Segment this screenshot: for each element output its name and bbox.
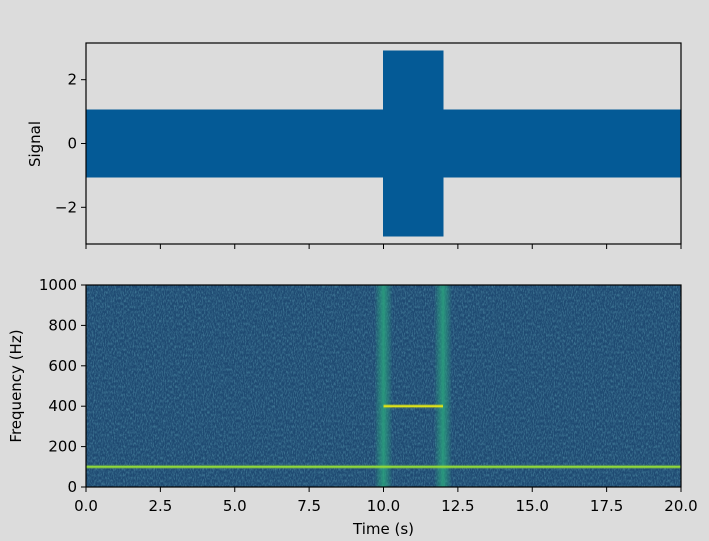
signal-y-tick-label: −2 — [55, 198, 77, 216]
spectrogram-y-tick-label: 200 — [48, 438, 77, 456]
spectrogram-x-tick-label: 15.0 — [516, 497, 549, 515]
spectrogram-y-tick-label: 1000 — [39, 276, 77, 294]
spectrogram-x-tick-label: 2.5 — [148, 497, 172, 515]
spectrogram-x-ticks: 0.0 2.5 5.0 7.5 10.0 12.5 15.0 17.5 20.0 — [74, 487, 698, 515]
signal-x-ticks — [85, 244, 682, 249]
signal-y-tick-label: 2 — [67, 71, 77, 89]
spectrogram-y-tick-label: 600 — [48, 357, 77, 375]
spectrogram-y-ticks: 0 200 400 600 800 1000 — [39, 276, 86, 496]
spectrogram-y-tick-label: 800 — [48, 316, 77, 334]
signal-y-tick-label: 0 — [67, 135, 77, 153]
spectrogram-panel: 0.0 2.5 5.0 7.5 10.0 12.5 15.0 17.5 20.0 0 200 400… — [7, 276, 698, 538]
spectrogram-x-tick-label: 17.5 — [590, 497, 623, 515]
signal-waveform — [86, 50, 681, 237]
signal-y-ticks: 2 0 −2 — [55, 71, 86, 216]
transient-band — [434, 285, 452, 487]
signal-panel: 2 0 −2 Signal — [26, 42, 682, 249]
spectrogram-y-axis-label: Frequency (Hz) — [7, 329, 25, 442]
spectrogram-y-tick-label: 0 — [67, 478, 77, 496]
spectrogram-x-tick-label: 7.5 — [297, 497, 321, 515]
spectrogram-features — [86, 285, 681, 487]
spectrogram-x-tick-label: 0.0 — [74, 497, 98, 515]
signal-y-axis-label: Signal — [26, 121, 44, 167]
spectrogram-y-tick-label: 400 — [48, 397, 77, 415]
spectrogram-x-tick-label: 10.0 — [367, 497, 400, 515]
spectrogram-x-tick-label: 20.0 — [664, 497, 697, 515]
spectrogram-x-tick-label: 5.0 — [223, 497, 247, 515]
spectrogram-x-axis-label: Time (s) — [352, 520, 414, 538]
transient-band — [374, 285, 393, 487]
spectrogram-x-tick-label: 12.5 — [441, 497, 474, 515]
